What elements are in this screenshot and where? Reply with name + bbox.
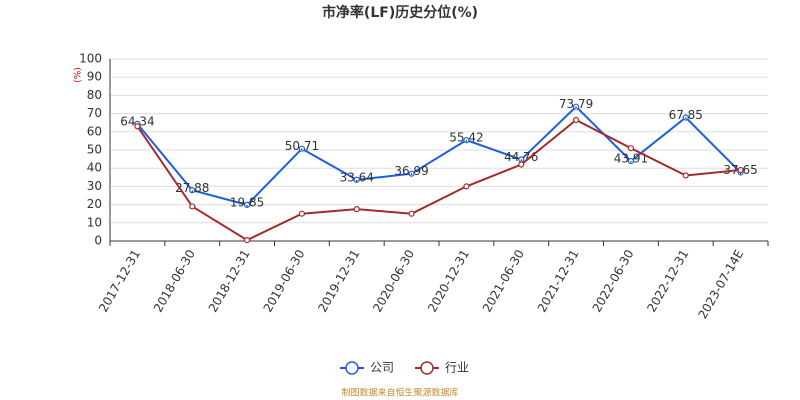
point: [243, 201, 251, 208]
y-tick-label: 100: [79, 52, 102, 66]
x-tick-label: 2021-12-31: [535, 247, 582, 314]
point: [572, 116, 580, 124]
point: [737, 166, 744, 174]
data-label: 44.76: [504, 150, 538, 164]
y-tick-label: 80: [87, 88, 102, 102]
data-label: 27.88: [175, 181, 209, 195]
data-label: 64.34: [120, 114, 154, 128]
point: [298, 210, 306, 217]
x-tick-label: 2021-06-30: [480, 247, 527, 314]
data-label: 67.85: [669, 108, 703, 122]
point: [463, 183, 470, 190]
y-tick-label: 50: [87, 143, 102, 157]
y-tick-label: 0: [94, 234, 102, 248]
x-tick-label: 2018-06-30: [151, 247, 198, 314]
y-tick-label: 90: [87, 70, 102, 84]
data-label: 55.42: [449, 131, 483, 145]
source-note: 制图数据来自恒生聚源数据库: [341, 387, 458, 399]
data-label: 50.71: [285, 139, 319, 153]
point: [682, 172, 689, 179]
y-tick-label: 60: [87, 124, 102, 138]
x-tick-label: 2019-12-31: [315, 247, 362, 314]
x-tick-label: 2022-12-31: [644, 247, 691, 314]
y-tick-label: 40: [87, 161, 102, 175]
x-tick-label: 2019-06-30: [261, 247, 308, 314]
x-tick-label: 2018-12-31: [206, 247, 253, 314]
y-tick-label: 20: [87, 197, 102, 211]
x-tick-label: 2017-12-31: [96, 247, 143, 314]
point: [408, 170, 415, 177]
data-label: 36.99: [394, 164, 428, 178]
point: [134, 123, 141, 130]
point: [408, 210, 415, 217]
point: [627, 157, 635, 165]
legend-label: 行业: [445, 361, 469, 375]
legend-marker: [345, 361, 359, 375]
data-label: 73.79: [559, 97, 593, 111]
x-tick-label: 2023-07-14E: [695, 247, 746, 321]
point: [682, 114, 689, 121]
legend-label: 公司: [370, 361, 394, 375]
point: [243, 236, 251, 244]
point: [463, 137, 470, 144]
series-line: [136, 105, 742, 206]
point: [298, 145, 306, 152]
point: [572, 103, 580, 110]
point: [189, 187, 196, 194]
y-tick-label: 10: [87, 215, 102, 229]
x-tick-label: 2022-06-30: [590, 247, 637, 314]
x-tick-label: 2020-06-30: [370, 247, 417, 314]
point: [518, 161, 525, 168]
series-line: [136, 118, 741, 242]
point: [353, 206, 360, 213]
data-label: 19.85: [230, 195, 264, 209]
chart-title: 市净率(LF)历史分位(%): [322, 4, 478, 21]
data-label: 33.64: [340, 170, 374, 184]
y-tick-label: 30: [87, 179, 102, 193]
point: [353, 176, 360, 183]
y-tick-label: 70: [87, 106, 102, 120]
data-label: 43.91: [614, 152, 648, 166]
y-axis-label: (%): [74, 67, 84, 83]
point: [189, 203, 196, 210]
legend-marker: [420, 361, 434, 375]
x-tick-label: 2020-12-31: [425, 247, 472, 314]
point: [627, 145, 635, 152]
